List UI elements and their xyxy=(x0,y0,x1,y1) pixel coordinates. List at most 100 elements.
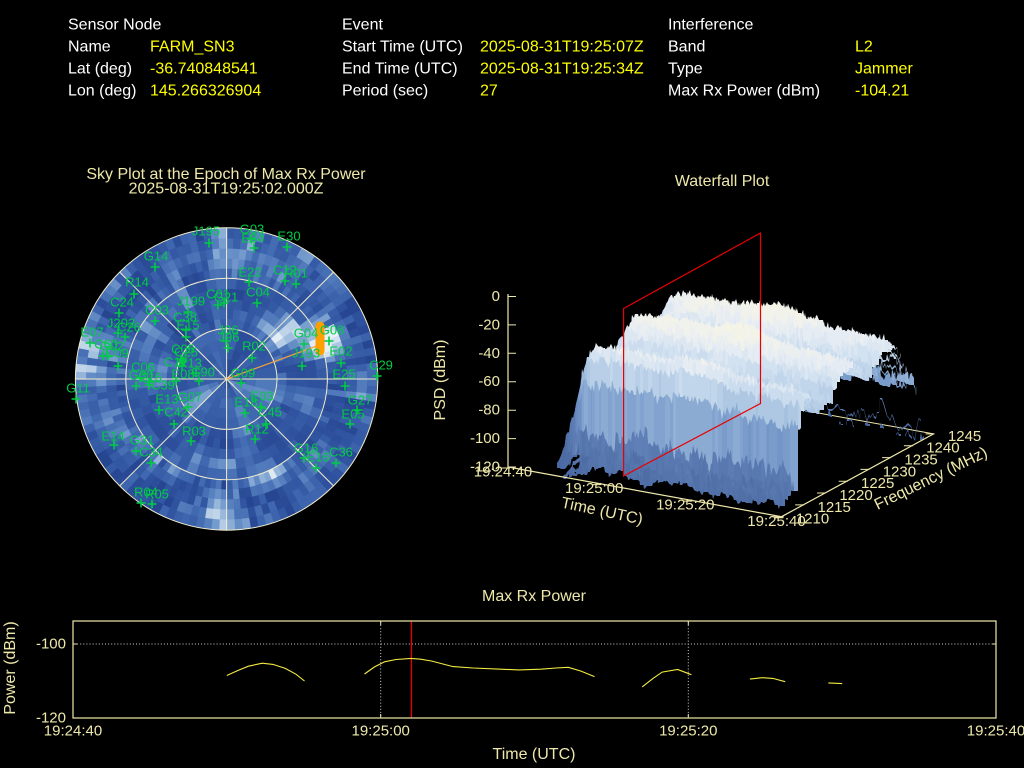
svg-text:C06: C06 xyxy=(131,360,155,375)
svg-text:C05: C05 xyxy=(171,342,195,357)
svg-text:-100: -100 xyxy=(470,430,500,447)
svg-text:C25: C25 xyxy=(174,345,198,360)
svg-text:E30: E30 xyxy=(277,229,300,244)
svg-text:J96: J96 xyxy=(219,330,240,345)
svg-text:Period (sec): Period (sec) xyxy=(342,83,428,100)
svg-text:C38: C38 xyxy=(173,310,197,325)
svg-text:C42: C42 xyxy=(164,405,188,420)
svg-text:Time (UTC): Time (UTC) xyxy=(493,746,576,763)
svg-text:R03: R03 xyxy=(182,424,206,439)
svg-text:G08: G08 xyxy=(320,323,345,338)
svg-text:C90: C90 xyxy=(191,365,215,380)
svg-text:End Time (UTC): End Time (UTC) xyxy=(342,61,458,78)
svg-text:E13: E13 xyxy=(155,392,178,407)
svg-text:FARM_SN3: FARM_SN3 xyxy=(150,39,235,56)
svg-text:2025-08-31T19:25:02.000Z: 2025-08-31T19:25:02.000Z xyxy=(129,181,324,198)
svg-text:C16: C16 xyxy=(138,370,162,385)
svg-text:G14: G14 xyxy=(144,249,169,264)
svg-text:Interference: Interference xyxy=(668,17,753,34)
svg-text:27: 27 xyxy=(480,83,498,100)
svg-text:C12: C12 xyxy=(273,263,297,278)
svg-text:-104.21: -104.21 xyxy=(855,83,909,100)
svg-text:E22: E22 xyxy=(238,265,261,280)
svg-text:2025-08-31T19:25:07Z: 2025-08-31T19:25:07Z xyxy=(480,39,644,56)
svg-text:C36: C36 xyxy=(329,445,353,460)
svg-text:1210: 1210 xyxy=(796,511,829,528)
svg-text:R01: R01 xyxy=(284,266,308,281)
svg-text:2025-08-31T19:25:34Z: 2025-08-31T19:25:34Z xyxy=(480,61,644,78)
svg-text:C09: C09 xyxy=(105,346,129,361)
svg-text:G11: G11 xyxy=(66,381,90,396)
svg-text:19:25:40: 19:25:40 xyxy=(747,513,805,530)
svg-text:G07: G07 xyxy=(178,390,203,405)
svg-text:J202: J202 xyxy=(107,316,135,331)
svg-text:J199: J199 xyxy=(177,294,205,309)
svg-text:1220: 1220 xyxy=(839,487,872,504)
svg-text:E14: E14 xyxy=(101,429,124,444)
svg-text:19:25:20: 19:25:20 xyxy=(659,723,717,740)
svg-text:C34: C34 xyxy=(139,445,163,460)
svg-text:E16: E16 xyxy=(306,450,329,465)
svg-text:C24: C24 xyxy=(110,295,134,310)
svg-text:R12: R12 xyxy=(245,422,269,437)
svg-text:E15: E15 xyxy=(176,318,199,333)
svg-text:G04: G04 xyxy=(294,326,319,341)
svg-text:Lon (deg): Lon (deg) xyxy=(68,83,137,100)
svg-text:R13: R13 xyxy=(178,356,202,371)
svg-text:Start Time (UTC): Start Time (UTC) xyxy=(342,39,463,56)
svg-text:-20: -20 xyxy=(478,316,500,333)
svg-text:19:24:40: 19:24:40 xyxy=(44,723,102,740)
svg-text:PSD (dBm): PSD (dBm) xyxy=(432,340,449,421)
svg-text:L2: L2 xyxy=(855,39,873,56)
svg-text:C01: C01 xyxy=(206,287,230,302)
svg-text:-100: -100 xyxy=(36,636,66,653)
svg-text:C29: C29 xyxy=(369,358,393,373)
svg-text:E07: E07 xyxy=(80,325,103,340)
svg-text:G21: G21 xyxy=(214,290,239,305)
svg-text:-36.740848541: -36.740848541 xyxy=(150,61,258,78)
svg-text:Event: Event xyxy=(342,17,383,34)
svg-text:Lat (deg): Lat (deg) xyxy=(68,61,132,78)
svg-text:G27: G27 xyxy=(348,393,373,408)
svg-text:E08: E08 xyxy=(171,367,194,382)
svg-text:145.266326904: 145.266326904 xyxy=(150,83,261,100)
svg-text:C39: C39 xyxy=(151,378,175,393)
svg-text:E18: E18 xyxy=(234,395,257,410)
svg-text:G02: G02 xyxy=(100,339,125,354)
svg-text:E05: E05 xyxy=(341,407,364,422)
svg-text:C26: C26 xyxy=(117,320,141,335)
svg-text:Power (dBm): Power (dBm) xyxy=(2,621,19,714)
svg-text:C45: C45 xyxy=(258,405,282,420)
svg-text:0: 0 xyxy=(492,288,500,305)
svg-text:1240: 1240 xyxy=(926,440,959,457)
svg-text:1225: 1225 xyxy=(861,475,894,492)
svg-text:Max Rx Power (dBm): Max Rx Power (dBm) xyxy=(668,83,820,100)
svg-text:1215: 1215 xyxy=(818,499,851,516)
svg-text:E25: E25 xyxy=(332,367,355,382)
svg-text:19:24:40: 19:24:40 xyxy=(474,464,532,481)
svg-text:Type: Type xyxy=(668,61,703,78)
svg-text:G16: G16 xyxy=(294,441,319,456)
svg-text:19:25:40: 19:25:40 xyxy=(967,723,1024,740)
svg-text:-80: -80 xyxy=(478,402,500,419)
svg-text:J193: J193 xyxy=(292,346,320,361)
svg-text:C03: C03 xyxy=(145,303,169,318)
svg-text:1245: 1245 xyxy=(948,428,981,445)
svg-text:J06: J06 xyxy=(218,323,239,338)
svg-text:R02: R02 xyxy=(242,339,266,354)
svg-text:G31: G31 xyxy=(130,433,155,448)
svg-text:1235: 1235 xyxy=(904,452,937,469)
svg-text:G30: G30 xyxy=(129,368,154,383)
svg-text:Sensor Node: Sensor Node xyxy=(68,17,161,34)
svg-text:1230: 1230 xyxy=(883,463,916,480)
svg-text:19:25:00: 19:25:00 xyxy=(352,723,410,740)
svg-text:G03: G03 xyxy=(240,222,265,237)
svg-text:C17: C17 xyxy=(164,355,188,370)
svg-text:Band: Band xyxy=(668,39,705,56)
svg-text:Waterfall Plot: Waterfall Plot xyxy=(675,173,770,190)
svg-text:C04: C04 xyxy=(246,285,270,300)
svg-text:-120: -120 xyxy=(36,710,66,727)
svg-text:C60: C60 xyxy=(94,337,118,352)
svg-text:19:25:00: 19:25:00 xyxy=(565,480,623,497)
svg-text:-40: -40 xyxy=(478,345,500,362)
